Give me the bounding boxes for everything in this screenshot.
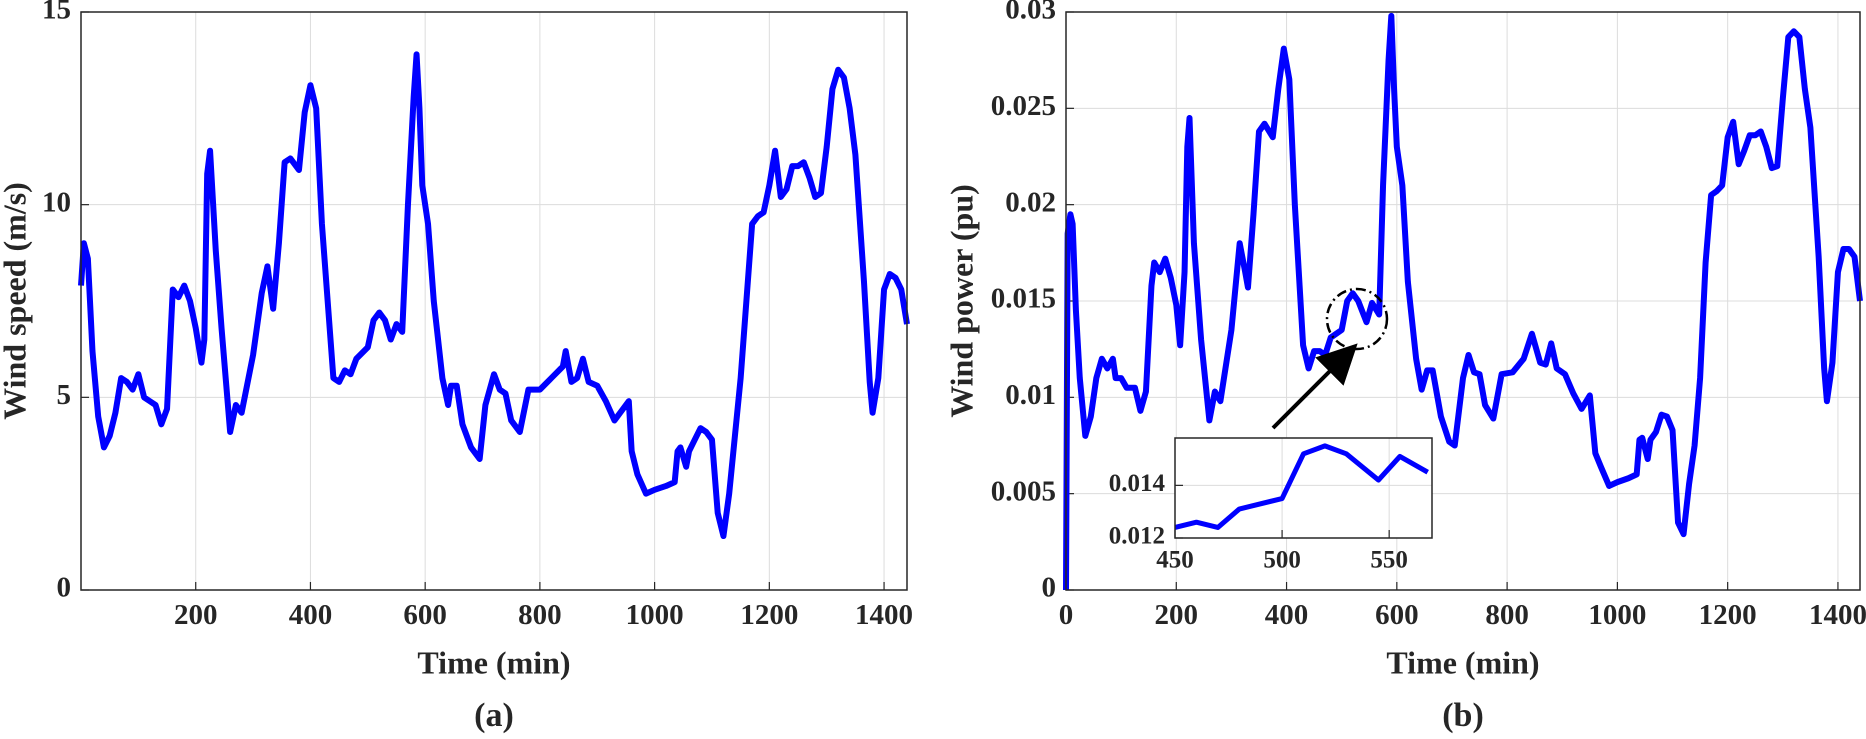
- x-tick-label: 1400: [855, 599, 913, 631]
- x-tick-label: 200: [1155, 599, 1199, 631]
- x-tick-label: 1200: [740, 599, 798, 631]
- y-tick-label: 0.014: [1109, 470, 1166, 497]
- x-axis-title: Time (min): [417, 644, 570, 680]
- y-tick-label: 0: [57, 572, 72, 604]
- x-tick-label: 1400: [1809, 599, 1866, 631]
- x-tick-label: 800: [518, 599, 562, 631]
- y-axis-title: Wind power (pu): [943, 184, 979, 418]
- x-tick-label: 200: [174, 599, 218, 631]
- data-line: [1174, 443, 1429, 530]
- data-line: [78, 51, 910, 540]
- y-tick-label: 0.03: [1005, 0, 1056, 26]
- axes-frame: [80, 11, 908, 591]
- y-tick-label: 0.025: [991, 90, 1056, 122]
- x-axis-title: Time (min): [1386, 644, 1539, 680]
- x-tick-label: 600: [403, 599, 447, 631]
- chart: 0 200 400 600 800 1000 1200 1400 0 0.005 0.01 0.015…: [943, 0, 1866, 734]
- y-tick-label: 10: [42, 186, 71, 218]
- x-tick-label: 800: [1485, 599, 1529, 631]
- caption: (b): [1442, 697, 1484, 734]
- y-tick-label: 0.005: [991, 475, 1056, 507]
- x-tick-label: 600: [1375, 599, 1419, 631]
- x-tick-label: 550: [1370, 546, 1408, 573]
- x-tick-label: 1000: [1588, 599, 1646, 631]
- axes-frame: [1065, 11, 1861, 591]
- y-tick-label: 0: [1042, 572, 1057, 604]
- caption: (a): [474, 697, 514, 734]
- x-tick-label: 450: [1156, 546, 1194, 573]
- x-tick-label: 1000: [626, 599, 684, 631]
- x-tick-label: 400: [1265, 599, 1309, 631]
- x-tick-label: 1200: [1699, 599, 1757, 631]
- axes-frame: [1174, 437, 1433, 539]
- data-line: [1063, 12, 1863, 591]
- y-tick-label: 0.012: [1109, 523, 1165, 550]
- y-tick-label: 15: [42, 0, 71, 26]
- x-tick-label: 0: [1059, 599, 1074, 631]
- y-axis-title: Wind speed (m/s): [0, 182, 32, 420]
- x-tick-label: 500: [1263, 546, 1301, 573]
- x-tick-label: 400: [289, 599, 333, 631]
- y-tick-label: 0.015: [991, 283, 1056, 315]
- chart: 450 500 550 0.012 0.014: [1109, 437, 1433, 573]
- y-tick-label: 5: [57, 379, 72, 411]
- zoom-arrow: [1271, 343, 1358, 430]
- chart: 200 400 600 800 1000 1200 1400 0 5 10 15 Time (min)…: [0, 0, 913, 734]
- y-tick-label: 0.01: [1005, 379, 1056, 411]
- y-tick-label: 0.02: [1005, 186, 1056, 218]
